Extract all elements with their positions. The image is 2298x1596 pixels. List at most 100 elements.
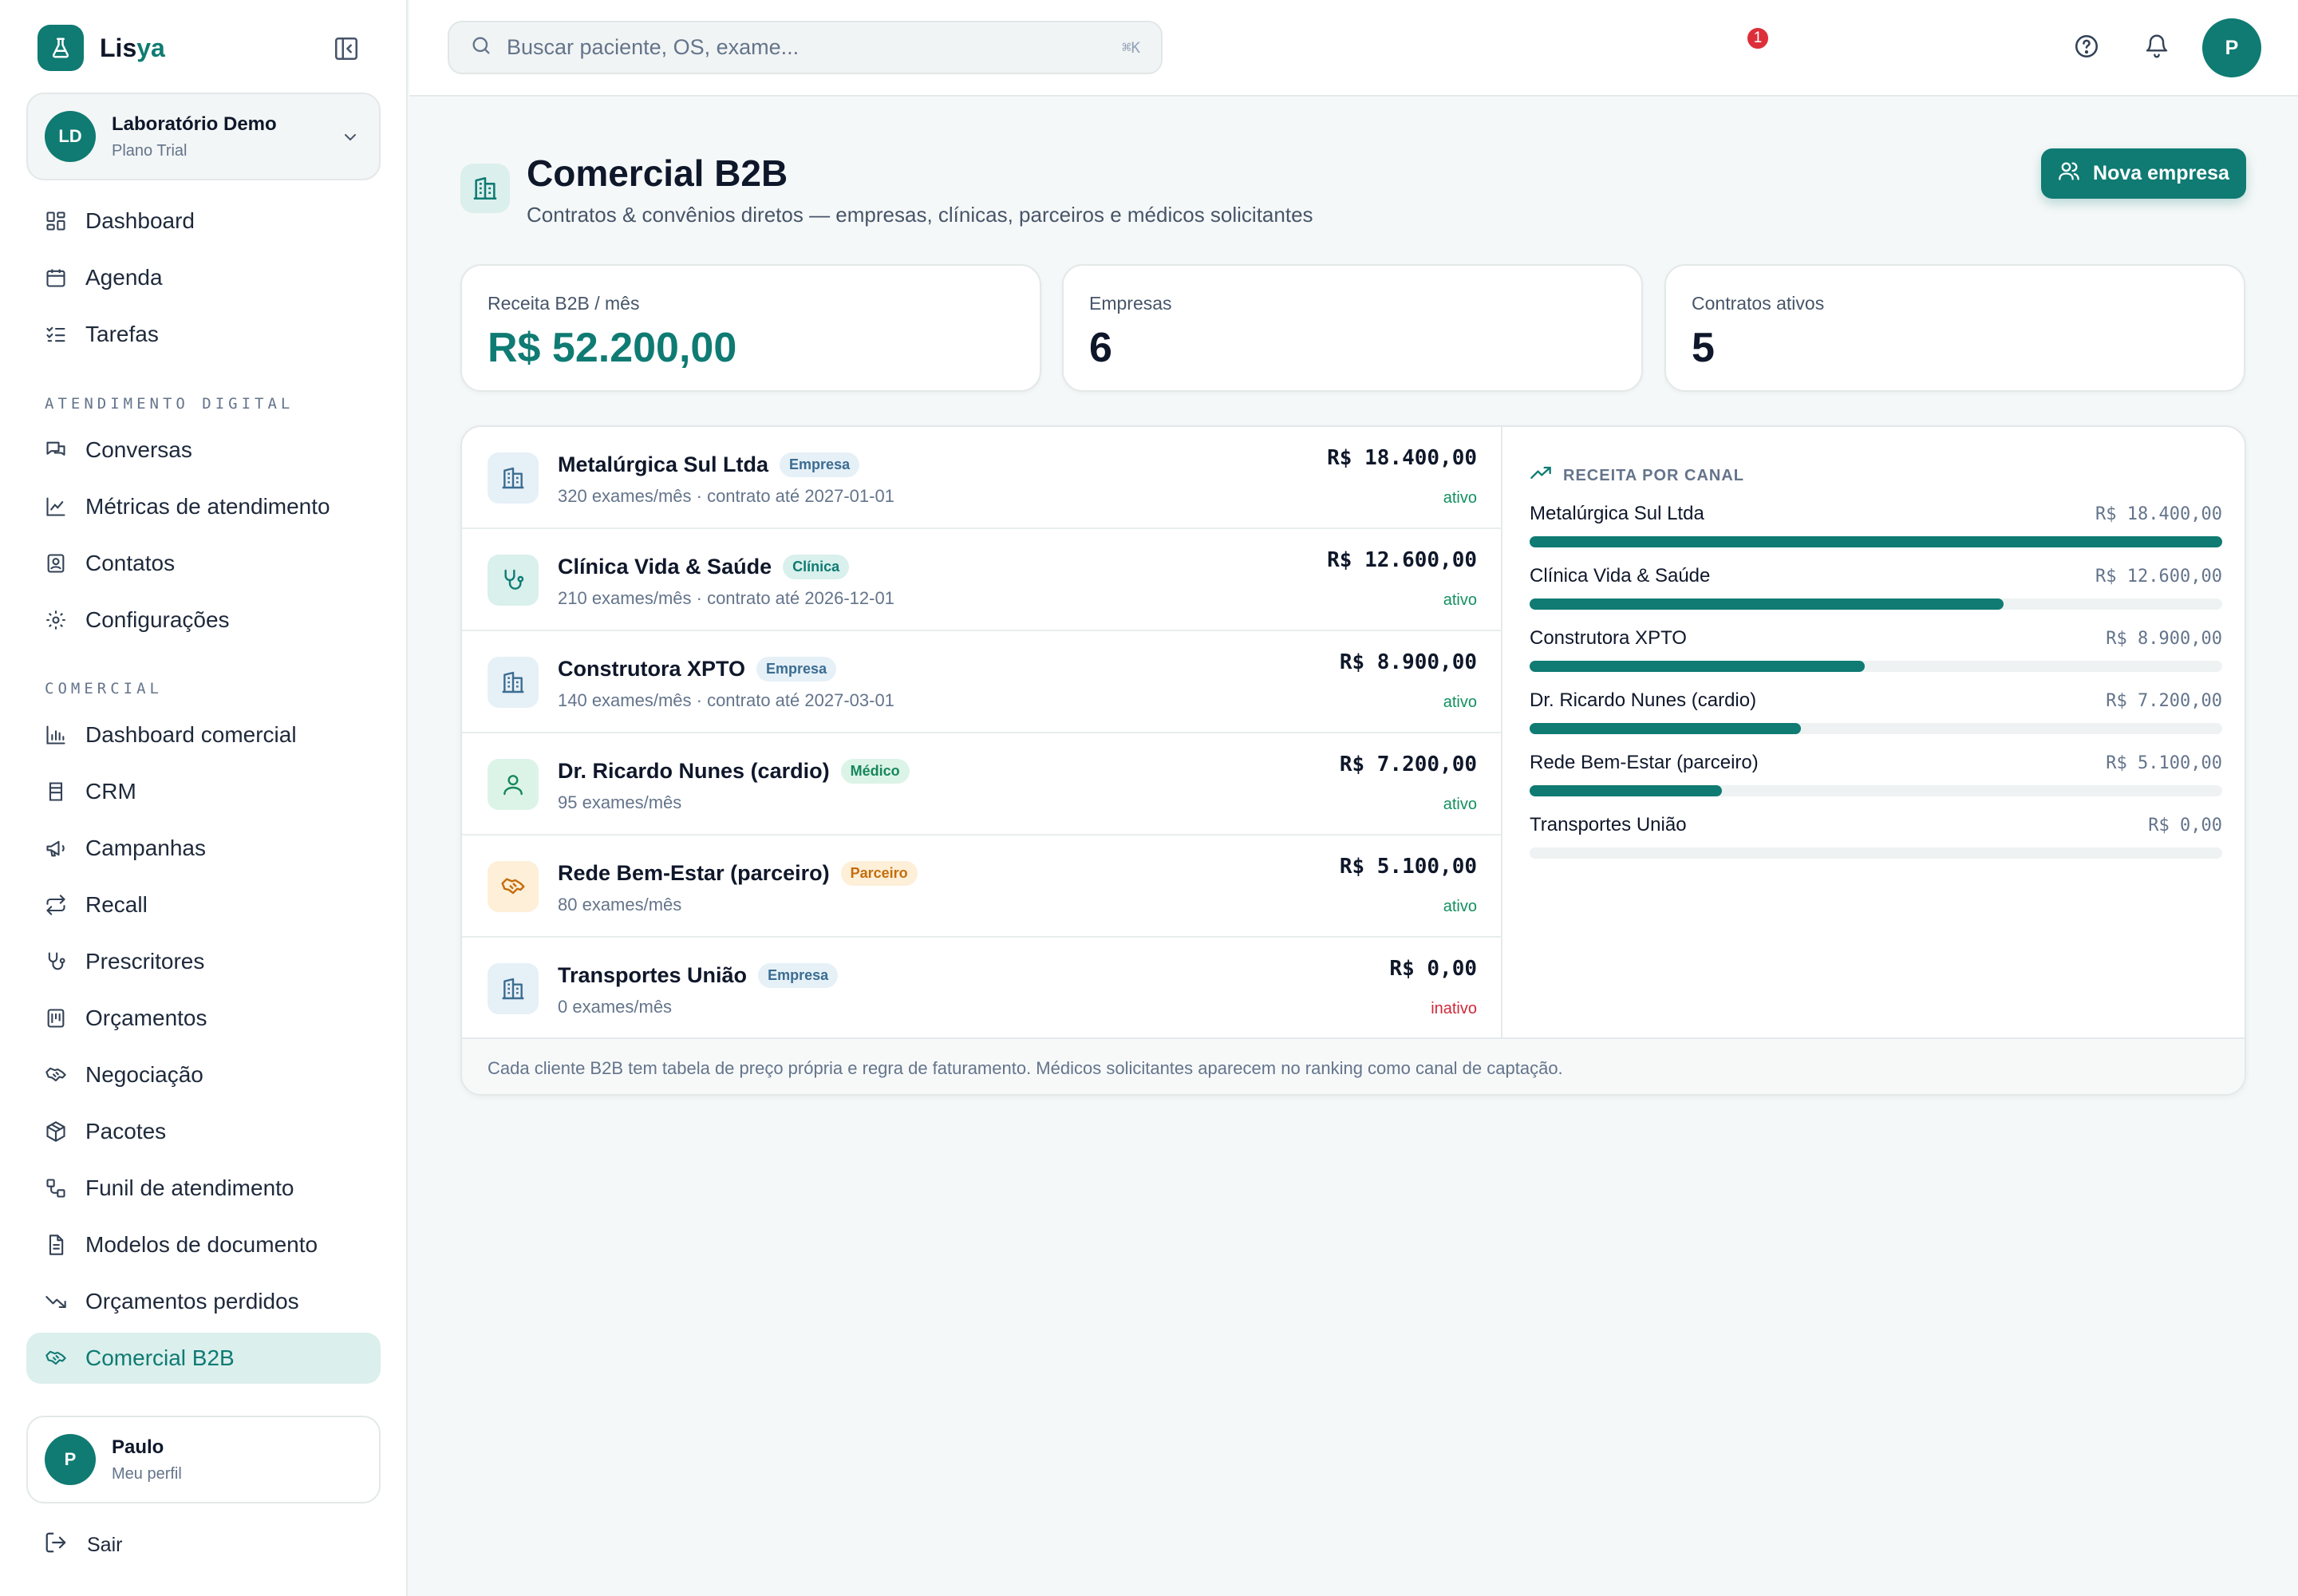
org-plan: Plano Trial (112, 141, 188, 160)
client-name: Transportes União (558, 963, 748, 987)
user-profile-card[interactable]: P Paulo Meu perfil (26, 1416, 381, 1503)
client-name: Clínica Vida & Saúde (558, 555, 772, 579)
bell-icon[interactable] (2142, 32, 2171, 61)
org-switcher[interactable]: LD Laboratório Demo Plano Trial (26, 93, 381, 180)
logout-icon (44, 1531, 68, 1560)
channel-name: Dr. Ricardo Nunes (cardio) (1530, 689, 1757, 711)
nav-label: Funil de atendimento (85, 1175, 294, 1200)
brand[interactable]: Lisya (38, 25, 165, 71)
nav-label: Contatos (85, 551, 176, 575)
nav-campanhas[interactable]: Campanhas (26, 823, 381, 874)
channel-amount: R$ 18.400,00 (2095, 504, 2222, 524)
channel-bar-track (1530, 598, 2222, 610)
brand-name: Lisya (100, 34, 165, 63)
client-row[interactable]: Construtora XPTO Empresa 140 exames/mês ·… (462, 631, 1502, 733)
nav-modelos-documento[interactable]: Modelos de documento (26, 1219, 381, 1270)
channel-name: Construtora XPTO (1530, 627, 1687, 649)
channel-bar-track (1530, 536, 2222, 547)
user-subtitle: Meu perfil (112, 1464, 182, 1483)
channel-amount: R$ 0,00 (2148, 816, 2222, 836)
channel-bar-track (1530, 847, 2222, 859)
client-row[interactable]: Metalúrgica Sul Ltda Empresa 320 exames/m… (462, 427, 1502, 529)
new-company-button[interactable]: Nova empresa (2041, 148, 2246, 199)
client-name: Metalúrgica Sul Ltda (558, 452, 769, 476)
nav-comercial-b2b[interactable]: Comercial B2B (26, 1333, 381, 1384)
stethoscope-icon (44, 950, 68, 974)
building-icon (488, 657, 539, 708)
section-label-digital: ATENDIMENTO DIGITAL (45, 395, 294, 413)
channel-bar-fill (1530, 536, 2222, 547)
nav-dashboard[interactable]: Dashboard (26, 196, 381, 247)
channel-name: Rede Bem-Estar (parceiro) (1530, 752, 1759, 773)
nav-label: CRM (85, 779, 136, 804)
client-tag: Empresa (758, 963, 839, 988)
stat-label: Contratos ativos (1692, 293, 1825, 314)
stat-label: Empresas (1089, 293, 1172, 314)
logout-label: Sair (87, 1534, 123, 1556)
users-icon (2058, 160, 2080, 188)
channel-bar-track (1530, 785, 2222, 796)
client-meta: 0 exames/mês (558, 997, 673, 1017)
nav-configuracoes[interactable]: Configurações (26, 595, 381, 646)
search-icon (470, 34, 492, 61)
nav-recall[interactable]: Recall (26, 879, 381, 930)
nav-label: Tarefas (85, 322, 159, 346)
channel-bar-fill (1530, 785, 1722, 796)
client-value: R$ 12.600,00 (1327, 548, 1477, 572)
nav-pacotes[interactable]: Pacotes (26, 1106, 381, 1157)
channel-title: RECEITA POR CANAL (1563, 466, 1744, 484)
help-icon[interactable] (2072, 32, 2101, 61)
collapse-sidebar-icon[interactable] (333, 35, 360, 62)
search-shortcut: ⌘K (1122, 38, 1140, 57)
nav-label: Pacotes (85, 1119, 167, 1144)
channel-bar-row: Clínica Vida & Saúde R$ 12.600,00 (1530, 565, 2222, 613)
nav-negociacao[interactable]: Negociação (26, 1049, 381, 1100)
nav-label: Dashboard comercial (85, 722, 297, 747)
account-avatar[interactable]: P (2202, 18, 2261, 77)
contact-icon (44, 551, 68, 575)
client-meta: 80 exames/mês (558, 895, 682, 915)
client-meta: 210 exames/mês · contrato até 2026-12-01 (558, 588, 894, 608)
channel-bar-fill (1530, 598, 2004, 610)
client-row[interactable]: Clínica Vida & Saúde Clínica 210 exames/m… (462, 529, 1502, 631)
stat-value: 6 (1089, 325, 1112, 371)
logout-button[interactable]: Sair (44, 1531, 122, 1560)
channel-bar-track (1530, 723, 2222, 734)
client-row[interactable]: Rede Bem-Estar (parceiro) Parceiro 80 exa… (462, 836, 1502, 938)
nav-funil[interactable]: Funil de atendimento (26, 1163, 381, 1214)
client-meta: 140 exames/mês · contrato até 2027-03-01 (558, 690, 894, 710)
nav-label: Orçamentos perdidos (85, 1289, 299, 1314)
sidebar: Lisya LD Laboratório Demo Plano Trial Da… (0, 0, 408, 1596)
nav-dashboard-comercial[interactable]: Dashboard comercial (26, 709, 381, 760)
handshake-icon (44, 1063, 68, 1087)
page-title: Comercial B2B (527, 152, 788, 194)
nav-contatos[interactable]: Contatos (26, 538, 381, 589)
client-value: R$ 0,00 (1389, 957, 1477, 981)
client-row[interactable]: Transportes União Empresa 0 exames/mês R$… (462, 938, 1502, 1040)
nav-label: Recall (85, 892, 148, 917)
user-name: Paulo (112, 1436, 164, 1458)
nav-crm[interactable]: CRM (26, 766, 381, 817)
calendar-icon (44, 266, 68, 290)
topbar: ⌘K (409, 0, 2298, 97)
search-input[interactable] (507, 35, 1081, 60)
nav-orcamentos[interactable]: Orçamentos (26, 993, 381, 1044)
client-row[interactable]: Dr. Ricardo Nunes (cardio) Médico 95 exam… (462, 733, 1502, 836)
nav-orcamentos-perdidos[interactable]: Orçamentos perdidos (26, 1276, 381, 1327)
client-status: ativo (1443, 693, 1477, 711)
nav-conversas[interactable]: Conversas (26, 425, 381, 476)
nav-label: Métricas de atendimento (85, 494, 330, 519)
client-value: R$ 7.200,00 (1339, 753, 1477, 776)
nav-metricas[interactable]: Métricas de atendimento (26, 481, 381, 532)
client-status: inativo (1431, 1000, 1477, 1017)
nav-tarefas[interactable]: Tarefas (26, 309, 381, 360)
search-bar[interactable]: ⌘K (448, 21, 1163, 74)
channel-name: Metalúrgica Sul Ltda (1530, 503, 1704, 524)
nav-label: Modelos de documento (85, 1232, 318, 1257)
nav-agenda[interactable]: Agenda (26, 252, 381, 303)
nav-label: Dashboard (85, 208, 195, 233)
client-status: ativo (1443, 796, 1477, 813)
nav-label: Negociação (85, 1062, 203, 1087)
nav-prescritores[interactable]: Prescritores (26, 936, 381, 987)
b2b-panel: Metalúrgica Sul Ltda Empresa 320 exames/m… (460, 425, 2246, 1096)
